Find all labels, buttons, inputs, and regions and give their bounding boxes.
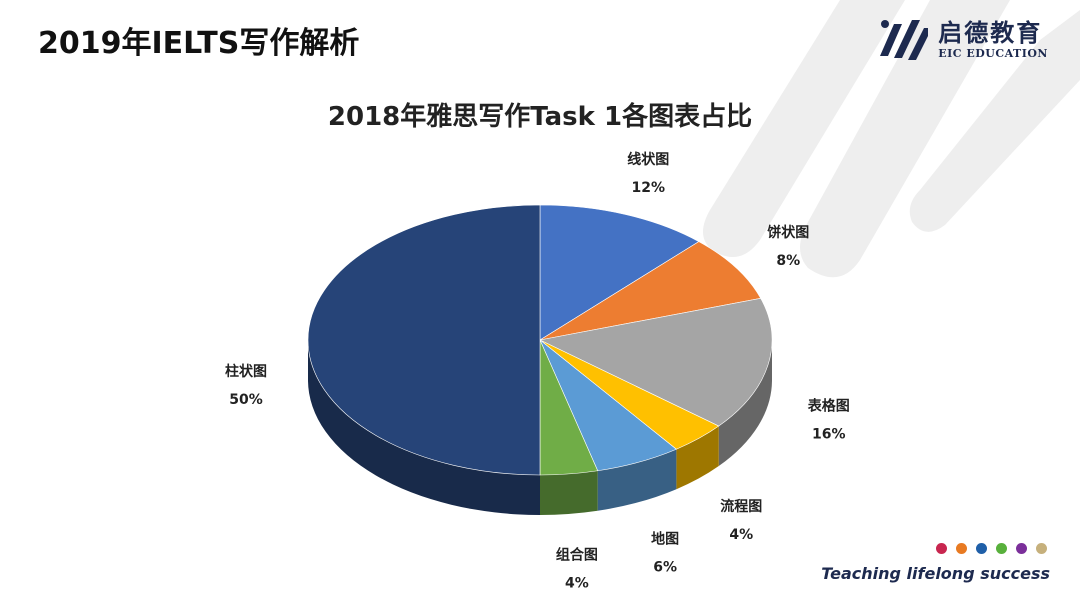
slice-label-name: 表格图 [807,398,850,415]
color-dot [976,543,987,554]
brand-name-en: EIC EDUCATION [938,46,1048,60]
brand-logo: 启德教育 EIC EDUCATION [876,16,1048,62]
brand-name-cn: 启德教育 [938,18,1043,47]
slice-label-name: 流程图 [720,498,762,515]
slice-label-name: 线状图 [627,151,669,168]
slice-label-name: 饼状图 [767,224,809,241]
pie-slice-饼状图 [539,241,762,341]
color-dot [996,543,1007,554]
color-dots [936,543,1047,554]
slice-label-name: 地图 [651,530,679,547]
pie-labels: 线状图 12% 饼状图 8% 表格图 16% 流程图 4% 地图 6% 组合图 4% 柱状图 50% [225,151,850,592]
color-dot [1036,543,1047,554]
slide-title: 2019年IELTS写作解析 [38,26,360,61]
pie-side-组合图 [540,470,598,515]
pie-side-地图 [597,449,677,511]
slice-label-value: 4% [729,527,753,543]
slice-label-value: 12% [631,180,665,196]
pie-side-流程图 [676,426,719,490]
pie-sides [308,340,772,515]
chart-title: 2018年雅思写作Task 1各图表占比 [327,102,753,132]
slice-label-value: 6% [653,559,677,575]
pie-side-柱状图 [308,340,540,515]
pie-slice-柱状图 [307,204,541,476]
slice-label-value: 50% [229,392,263,408]
color-dot [956,543,967,554]
pie-slice-线状图 [539,204,700,341]
slice-label-name: 组合图 [556,547,598,564]
eic-logo-icon [880,20,929,60]
slice-label-value: 16% [812,427,846,443]
pie-slice-表格图 [539,297,773,427]
pie-tops [307,204,773,476]
slice-label-value: 8% [776,253,800,269]
slice-label-name: 柱状图 [225,363,267,380]
color-dot [936,543,947,554]
color-dot [1016,543,1027,554]
slice-label-value: 4% [565,576,589,592]
tagline: Teaching lifelong success [821,564,1050,583]
